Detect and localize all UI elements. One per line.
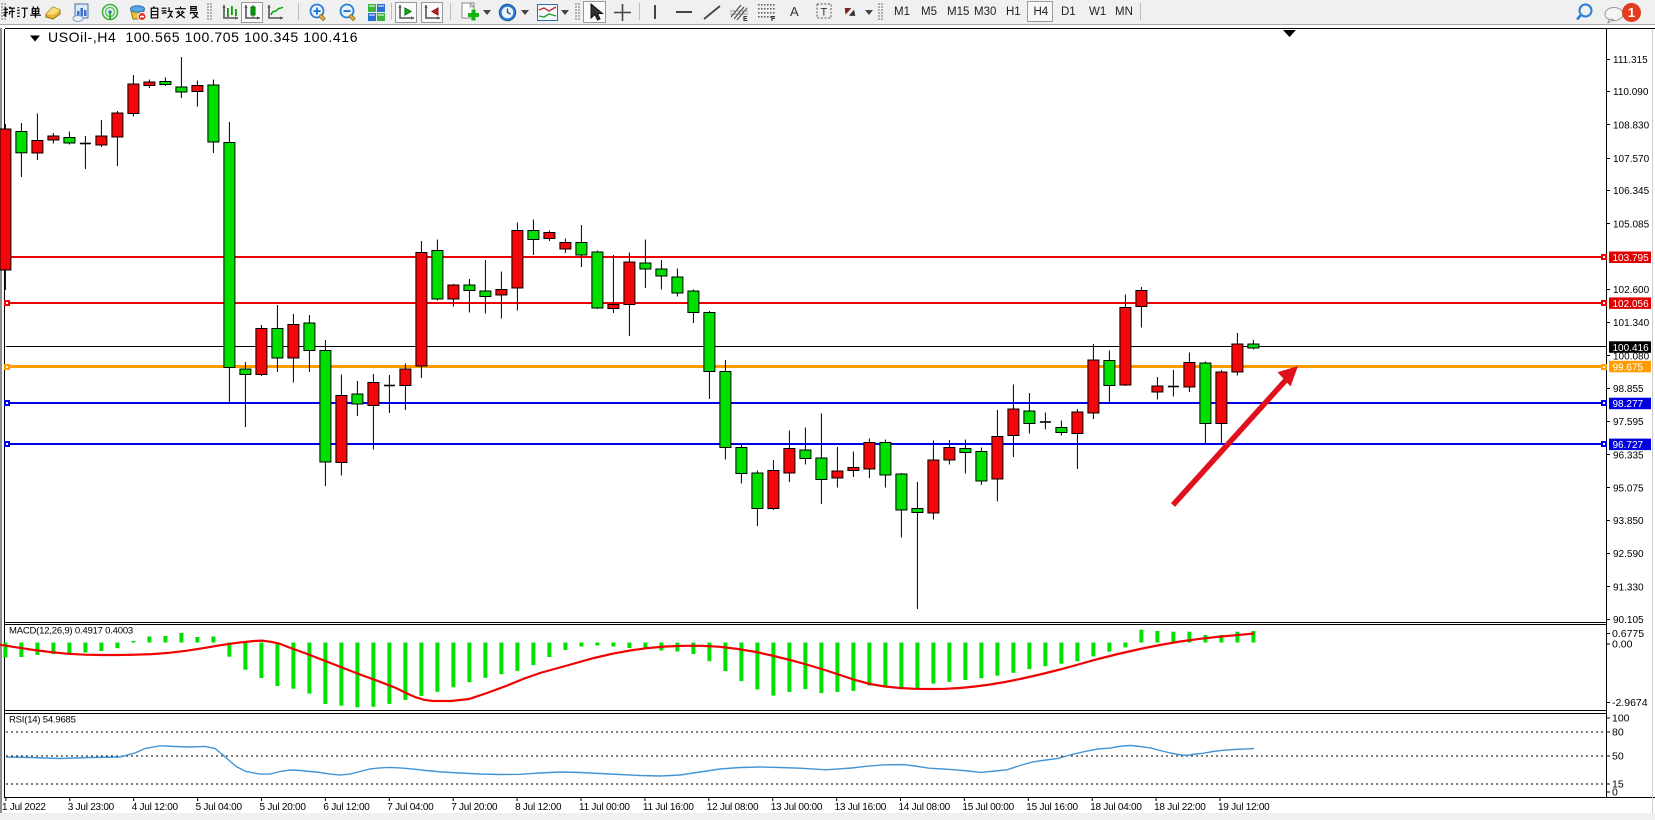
svg-text:F: F (771, 16, 776, 22)
svg-text:7 Jul 04:00: 7 Jul 04:00 (387, 802, 434, 813)
svg-text:110.090: 110.090 (1613, 87, 1649, 98)
svg-text:11 Jul 16:00: 11 Jul 16:00 (643, 802, 694, 813)
svg-text:5 Jul 20:00: 5 Jul 20:00 (260, 802, 307, 813)
svg-text:5 Jul 04:00: 5 Jul 04:00 (196, 802, 243, 813)
svg-text:6 Jul 12:00: 6 Jul 12:00 (323, 802, 370, 813)
svg-text:14 Jul 08:00: 14 Jul 08:00 (899, 802, 951, 813)
svg-text:1 Jul 2022: 1 Jul 2022 (2, 802, 46, 813)
svg-text:0: 0 (1612, 787, 1618, 799)
svg-text:103.795: 103.795 (1613, 253, 1650, 264)
svg-text:4 Jul 12:00: 4 Jul 12:00 (132, 802, 179, 813)
svg-text:18 Jul 04:00: 18 Jul 04:00 (1090, 802, 1142, 813)
svg-text:80: 80 (1612, 727, 1624, 739)
svg-text:18 Jul 22:00: 18 Jul 22:00 (1154, 802, 1206, 813)
svg-text:15: 15 (1612, 779, 1624, 791)
svg-text:0.6775: 0.6775 (1612, 628, 1644, 640)
svg-text:100.416: 100.416 (1613, 343, 1650, 354)
svg-text:102.600: 102.600 (1613, 285, 1650, 296)
svg-text:101.340: 101.340 (1613, 318, 1650, 329)
svg-text:100: 100 (1612, 713, 1630, 725)
svg-text:98.855: 98.855 (1613, 384, 1644, 395)
svg-text:8 Jul 12:00: 8 Jul 12:00 (515, 802, 562, 813)
svg-text:0.00: 0.00 (1612, 639, 1633, 651)
svg-text:-2.9674: -2.9674 (1612, 697, 1648, 709)
svg-text:19 Jul 12:00: 19 Jul 12:00 (1218, 802, 1270, 813)
svg-text:13 Jul 16:00: 13 Jul 16:00 (835, 802, 887, 813)
svg-text:108.830: 108.830 (1613, 121, 1650, 132)
svg-text:92.590: 92.590 (1613, 549, 1644, 560)
svg-text:95.075: 95.075 (1613, 484, 1644, 495)
svg-text:93.850: 93.850 (1613, 516, 1644, 527)
svg-text:96.335: 96.335 (1613, 450, 1644, 461)
svg-text:RSI(14) 54.9685: RSI(14) 54.9685 (9, 715, 76, 726)
svg-text:99.675: 99.675 (1613, 362, 1644, 373)
svg-text:13 Jul 00:00: 13 Jul 00:00 (771, 802, 823, 813)
svg-text:102.056: 102.056 (1613, 299, 1650, 310)
svg-text:111.315: 111.315 (1613, 55, 1648, 66)
svg-text:11 Jul 00:00: 11 Jul 00:00 (579, 802, 630, 813)
svg-text:USOil-,H4 100.565 100.705 100: USOil-,H4 100.565 100.705 100.345 100.41… (48, 29, 358, 45)
svg-text:96.727: 96.727 (1613, 440, 1644, 451)
svg-text:100.080: 100.080 (1613, 352, 1650, 363)
svg-text:12 Jul 08:00: 12 Jul 08:00 (707, 802, 759, 813)
svg-text:105.085: 105.085 (1613, 219, 1650, 230)
svg-text:3 Jul 23:00: 3 Jul 23:00 (68, 802, 115, 813)
svg-text:7 Jul 20:00: 7 Jul 20:00 (451, 802, 498, 813)
svg-text:15 Jul 00:00: 15 Jul 00:00 (962, 802, 1014, 813)
svg-text:MACD(12,26,9) 0.4917 0.4003: MACD(12,26,9) 0.4917 0.4003 (9, 626, 133, 637)
svg-text:106.345: 106.345 (1613, 186, 1650, 197)
svg-text:97.595: 97.595 (1613, 417, 1644, 428)
svg-text:98.277: 98.277 (1613, 399, 1644, 410)
svg-text:50: 50 (1612, 751, 1624, 763)
svg-text:91.330: 91.330 (1613, 583, 1644, 594)
svg-text:90.105: 90.105 (1613, 615, 1644, 626)
svg-text:15 Jul 16:00: 15 Jul 16:00 (1026, 802, 1078, 813)
svg-text:E: E (743, 16, 748, 22)
svg-text:T: T (821, 7, 828, 19)
svg-text:107.570: 107.570 (1613, 154, 1650, 165)
